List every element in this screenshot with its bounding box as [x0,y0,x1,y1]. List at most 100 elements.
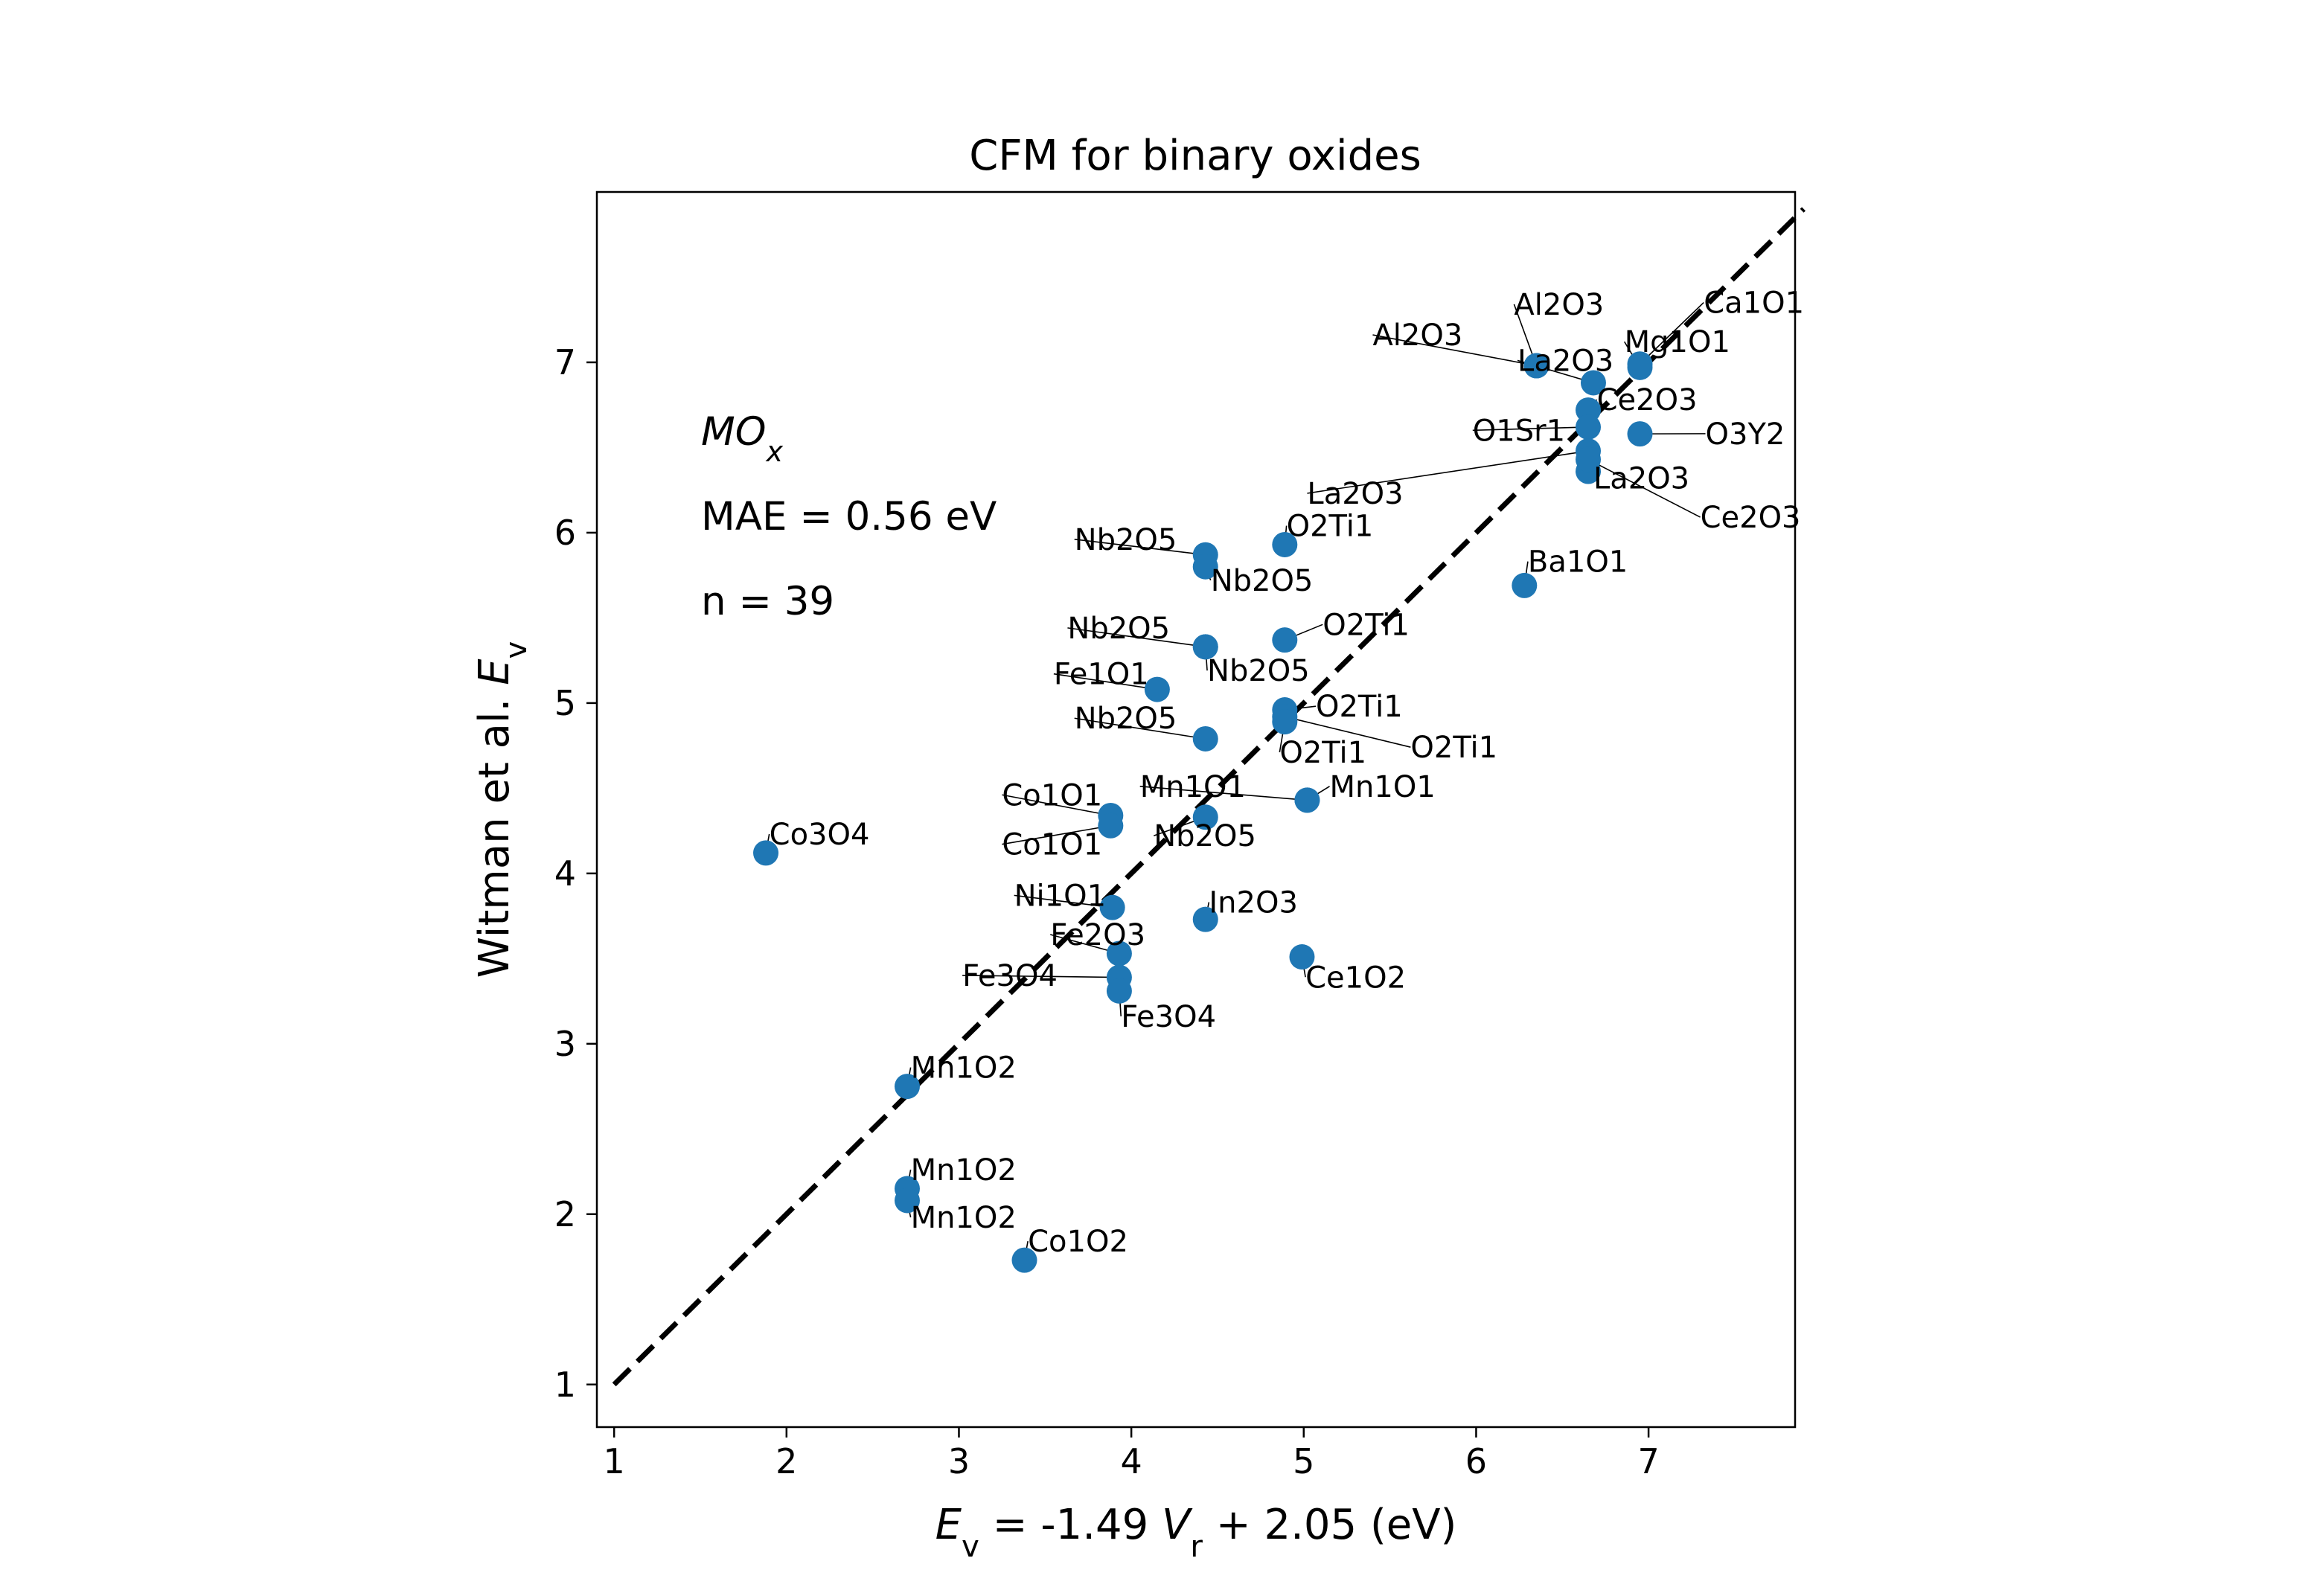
x-tick-label: 1 [604,1441,625,1481]
text-part: v [499,641,534,659]
annotation-leader [962,975,1119,978]
annotation-leader [1587,458,1701,518]
point-label: Ce1O2 [1305,961,1406,995]
scatter-point [1144,676,1170,702]
scatter-point [1192,906,1218,932]
point-label: O2Ti1 [1287,510,1374,544]
point-label: In2O3 [1209,886,1298,920]
y-tick-label: 2 [554,1194,576,1234]
axis-labels: 1 2 3 4 5 6 7 1 2 3 4 5 6 7 Ev = -1.49 Vr + 2.05 (eV) W… [470,342,1660,1564]
point-label: Mn1O2 [911,1051,1017,1086]
point-label: O2Ti1 [1316,690,1403,724]
annotation-leader [1002,794,1111,816]
x-tick-label: 5 [1293,1441,1314,1481]
point-label: Nb2O5 [1075,523,1177,557]
point-label: Co1O2 [1028,1225,1128,1259]
point-label: Mn1O2 [911,1153,1017,1188]
annotation-leader [1053,673,1157,690]
point-label: O3Y2 [1706,417,1785,452]
y-axis-label: Witman et al. Ev [470,641,534,978]
point-label: Mn1O1 [1140,770,1246,804]
scatter-point [1289,944,1315,970]
point-label: Fe1O1 [1054,658,1149,692]
point-label: Co1O1 [1002,778,1102,813]
text-part: E [470,658,519,685]
point-label: O2Ti1 [1279,736,1366,770]
x-tick-label: 4 [1120,1441,1142,1481]
scatter-point [1099,894,1125,920]
x-tick-label: 3 [948,1441,970,1481]
stats-n: n = 39 [701,579,834,624]
point-label: O1Sr1 [1473,414,1565,448]
scatter-point [1106,978,1132,1004]
scatter-point [1192,725,1218,751]
annotation-leader [1372,334,1537,367]
point-label: Ba1O1 [1528,545,1628,580]
scatter-point [1512,572,1538,598]
annotation-leader [1139,786,1308,801]
point-label: Mg1O1 [1625,325,1730,359]
point-label: Ce2O3 [1597,383,1698,417]
scatter-point [1294,787,1320,813]
text-part: x [765,435,783,468]
x-tick-label: 6 [1465,1441,1487,1481]
scatter-point [1627,354,1653,380]
x-axis-label: Ev = -1.49 Vr + 2.05 (eV) [935,1501,1457,1564]
annotation-leader [1014,894,1113,908]
y-tick-label: 1 [554,1365,576,1405]
y-tick-label: 7 [554,342,576,382]
point-label: La2O3 [1593,461,1689,496]
scatter-point [1272,709,1298,735]
point-label: Ni1O1 [1014,879,1106,913]
stats-mae: MAE = 0.56 eV [701,494,997,539]
chart-title: CFM for binary oxides [969,132,1421,180]
point-label: Ce2O3 [1701,501,1801,535]
point-label: Ca1O1 [1704,286,1804,321]
point-label: Al2O3 [1514,288,1604,322]
point-label: Al2O3 [1372,318,1462,353]
annotation-leader [1067,627,1206,648]
text-part: MO [701,409,766,455]
scatter-point [894,1188,920,1214]
scatter-point [1580,370,1606,396]
annotation-leader [1472,426,1589,432]
text-part: V [1162,1501,1193,1549]
text-part: Witman et al. [470,685,519,978]
point-label: Nb2O5 [1075,702,1177,736]
text-part: = -1.49 [979,1501,1162,1549]
point-label: La2O3 [1517,344,1613,378]
scatter-point [1106,940,1132,967]
point-label: Mn1O1 [1330,770,1436,804]
scatter-point [1098,813,1124,839]
scatter-point [1576,446,1602,472]
text-part: + 2.05 (eV) [1203,1501,1456,1549]
y-tick-label: 4 [554,853,576,894]
scatter-point [1523,353,1549,379]
point-label: Nb2O5 [1207,654,1310,688]
scatter-point [1192,804,1218,830]
scatter-point [894,1074,920,1100]
annotation-leader [1074,539,1206,556]
point-label: O2Ti1 [1410,731,1497,765]
y-tick-label: 3 [554,1024,576,1064]
stats-box: MOx MAE = 0.56 eV n = 39 [701,409,997,624]
scatter-point [1576,414,1602,440]
point-label: Mn1O2 [911,1201,1017,1235]
scatter-point [1272,627,1298,653]
point-label: O2Ti1 [1322,608,1410,642]
point-label: Fe2O3 [1050,918,1145,952]
annotation-leader [1639,301,1704,365]
point-label: Co3O4 [770,818,870,852]
scatter-point [1627,421,1653,447]
point-label: Co1O1 [1002,828,1102,862]
point-label: Nb2O5 [1067,612,1170,646]
scatter-point [753,840,779,866]
text-part: E [935,1501,962,1549]
y-tick-label: 6 [554,513,576,553]
stats-group-label: MOx [701,409,783,468]
scatter-point [1272,531,1298,557]
point-label: La2O3 [1307,477,1403,511]
point-label: Nb2O5 [1154,819,1256,853]
x-tick-label: 2 [775,1441,797,1481]
identity-reference-line [612,207,1806,1387]
